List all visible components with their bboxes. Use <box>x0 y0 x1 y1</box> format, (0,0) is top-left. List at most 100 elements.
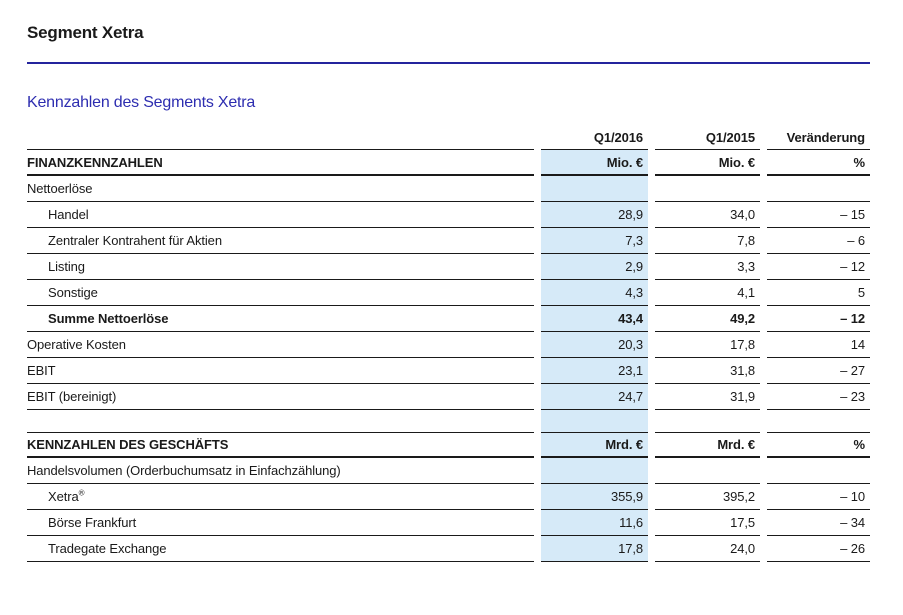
cell-change: – 26 <box>767 536 870 562</box>
row-label: Zentraler Kontrahent für Aktien <box>48 233 222 248</box>
row-label: Handelsvolumen (Orderbuchumsatz in Einfa… <box>27 463 341 478</box>
row-label-cell: Xetra® <box>27 484 534 510</box>
table-row: Handelsvolumen (Orderbuchumsatz in Einfa… <box>27 458 870 484</box>
cell-q1-2015: 7,8 <box>655 228 760 254</box>
cell-q1-2015 <box>655 410 760 432</box>
row-label-cell: Operative Kosten <box>27 332 534 358</box>
cell-q1-2015: 17,5 <box>655 510 760 536</box>
cell-change: – 27 <box>767 358 870 384</box>
cell-q1-2016: 355,9 <box>541 484 648 510</box>
row-label: FINANZKENNZAHLEN <box>27 154 163 170</box>
cell-q1-2016: 28,9 <box>541 202 648 228</box>
cell-q1-2015: Mio. € <box>655 150 760 176</box>
cell-q1-2015: 24,0 <box>655 536 760 562</box>
row-label-cell <box>27 410 534 432</box>
table-row: Handel 28,9 34,0 – 15 <box>27 202 870 228</box>
page-title: Segment Xetra <box>27 23 144 42</box>
cell-change: 14 <box>767 332 870 358</box>
row-label-cell: Tradegate Exchange <box>27 536 534 562</box>
cell-q1-2015 <box>655 458 760 484</box>
cell-change <box>767 176 870 202</box>
cell-change: – 6 <box>767 228 870 254</box>
row-label-cell: EBIT (bereinigt) <box>27 384 534 410</box>
row-label-cell: Nettoerlöse <box>27 176 534 202</box>
cell-change <box>767 410 870 432</box>
cell-change: – 23 <box>767 384 870 410</box>
row-label: Operative Kosten <box>27 337 126 352</box>
table-row: EBIT 23,1 31,8 – 27 <box>27 358 870 384</box>
cell-change: % <box>767 150 870 176</box>
cell-q1-2016: 11,6 <box>541 510 648 536</box>
table-row: Zentraler Kontrahent für Aktien 7,3 7,8 … <box>27 228 870 254</box>
header-change: Veränderung <box>767 126 870 150</box>
cell-q1-2016: 23,1 <box>541 358 648 384</box>
cell-q1-2016 <box>541 410 648 432</box>
cell-change: % <box>767 432 870 458</box>
row-label: KENNZAHLEN DES GESCHÄFTS <box>27 437 229 452</box>
cell-q1-2015: 17,8 <box>655 332 760 358</box>
row-label: Listing <box>48 259 85 274</box>
cell-q1-2015 <box>655 176 760 202</box>
cell-q1-2016 <box>541 458 648 484</box>
table-row: Operative Kosten 20,3 17,8 14 <box>27 332 870 358</box>
cell-q1-2015: Mrd. € <box>655 432 760 458</box>
cell-q1-2015: 4,1 <box>655 280 760 306</box>
kpi-table: Q1/2016 Q1/2015 Veränderung FINANZKENNZA… <box>27 126 870 562</box>
row-label: Nettoerlöse <box>27 181 93 196</box>
row-label: Tradegate Exchange <box>48 541 167 556</box>
table-header-row: Q1/2016 Q1/2015 Veränderung <box>27 126 870 150</box>
cell-q1-2016: 43,4 <box>541 306 648 332</box>
cell-q1-2015: 31,9 <box>655 384 760 410</box>
table-row: Listing 2,9 3,3 – 12 <box>27 254 870 280</box>
table-row: Börse Frankfurt 11,6 17,5 – 34 <box>27 510 870 536</box>
cell-q1-2015: 3,3 <box>655 254 760 280</box>
cell-q1-2016: 7,3 <box>541 228 648 254</box>
table-row: Tradegate Exchange 17,8 24,0 – 26 <box>27 536 870 562</box>
header-label-cell <box>27 126 534 150</box>
cell-q1-2015: 31,8 <box>655 358 760 384</box>
cell-q1-2016: Mrd. € <box>541 432 648 458</box>
row-label: Börse Frankfurt <box>48 515 137 530</box>
cell-change: – 10 <box>767 484 870 510</box>
row-label: Xetra® <box>48 488 85 504</box>
cell-q1-2016: 2,9 <box>541 254 648 280</box>
table-body: FINANZKENNZAHLEN Mio. € Mio. € % Nettoer… <box>27 150 870 562</box>
row-label: EBIT <box>27 363 56 378</box>
cell-change: – 15 <box>767 202 870 228</box>
cell-q1-2015: 49,2 <box>655 306 760 332</box>
header-q1-2016: Q1/2016 <box>541 126 648 150</box>
table-row: Xetra® 355,9 395,2 – 10 <box>27 484 870 510</box>
cell-q1-2015: 395,2 <box>655 484 760 510</box>
table-row: KENNZAHLEN DES GESCHÄFTS Mrd. € Mrd. € % <box>27 432 870 458</box>
row-label-cell: Sonstige <box>27 280 534 306</box>
cell-change <box>767 458 870 484</box>
row-label-cell: Börse Frankfurt <box>27 510 534 536</box>
cell-q1-2016: 17,8 <box>541 536 648 562</box>
title-divider-rule <box>27 62 870 64</box>
row-label-cell: FINANZKENNZAHLEN <box>27 150 534 176</box>
table-row: EBIT (bereinigt) 24,7 31,9 – 23 <box>27 384 870 410</box>
cell-q1-2016: Mio. € <box>541 150 648 176</box>
header-q1-2015: Q1/2015 <box>655 126 760 150</box>
cell-change: 5 <box>767 280 870 306</box>
row-label: EBIT (bereinigt) <box>27 389 117 404</box>
table-row: Sonstige 4,3 4,1 5 <box>27 280 870 306</box>
cell-q1-2016 <box>541 176 648 202</box>
cell-change: – 34 <box>767 510 870 536</box>
section-heading: Kennzahlen des Segments Xetra <box>27 94 256 111</box>
row-label: Summe Nettoerlöse <box>48 311 169 326</box>
cell-q1-2016: 20,3 <box>541 332 648 358</box>
cell-change: – 12 <box>767 306 870 332</box>
table-row: Nettoerlöse <box>27 176 870 202</box>
cell-q1-2016: 4,3 <box>541 280 648 306</box>
table-row <box>27 410 870 432</box>
row-label-cell: EBIT <box>27 358 534 384</box>
row-label-cell: Listing <box>27 254 534 280</box>
cell-q1-2015: 34,0 <box>655 202 760 228</box>
table-row: FINANZKENNZAHLEN Mio. € Mio. € % <box>27 150 870 176</box>
row-label: Sonstige <box>48 285 98 300</box>
row-label-cell: Handelsvolumen (Orderbuchumsatz in Einfa… <box>27 458 534 484</box>
table-row: Summe Nettoerlöse 43,4 49,2 – 12 <box>27 306 870 332</box>
row-label: Handel <box>48 207 89 222</box>
